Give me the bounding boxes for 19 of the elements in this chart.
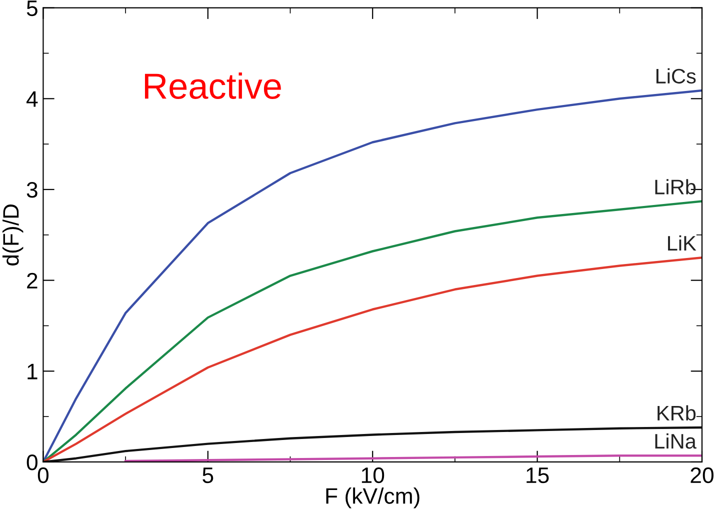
y-tick-label: 5 (26, 0, 38, 16)
y-tick-label: 2 (27, 272, 38, 288)
x-tick-label: 5 (202, 468, 214, 484)
series-label: LiRb (655, 179, 696, 194)
series-label: LiK (668, 235, 696, 251)
y-tick-label: 1 (28, 364, 38, 380)
x-tick-label: 0 (38, 467, 49, 484)
x-axis-title: F (kV/cm) (326, 488, 420, 508)
x-tick-label: 10 (362, 467, 384, 484)
annotation: Reactive (144, 72, 281, 100)
y-tick-label: 3 (26, 182, 38, 198)
x-tick-label: 15 (526, 468, 549, 484)
y-tick-label: 0 (26, 454, 38, 470)
series-label: KRb (658, 405, 696, 421)
series-label: LiNa (655, 433, 696, 449)
series-label: LiCs (656, 68, 696, 84)
x-tick-label: 20 (690, 467, 714, 484)
y-axis-title: d(F)/D (2, 204, 24, 266)
y-tick-label: 4 (26, 91, 38, 107)
